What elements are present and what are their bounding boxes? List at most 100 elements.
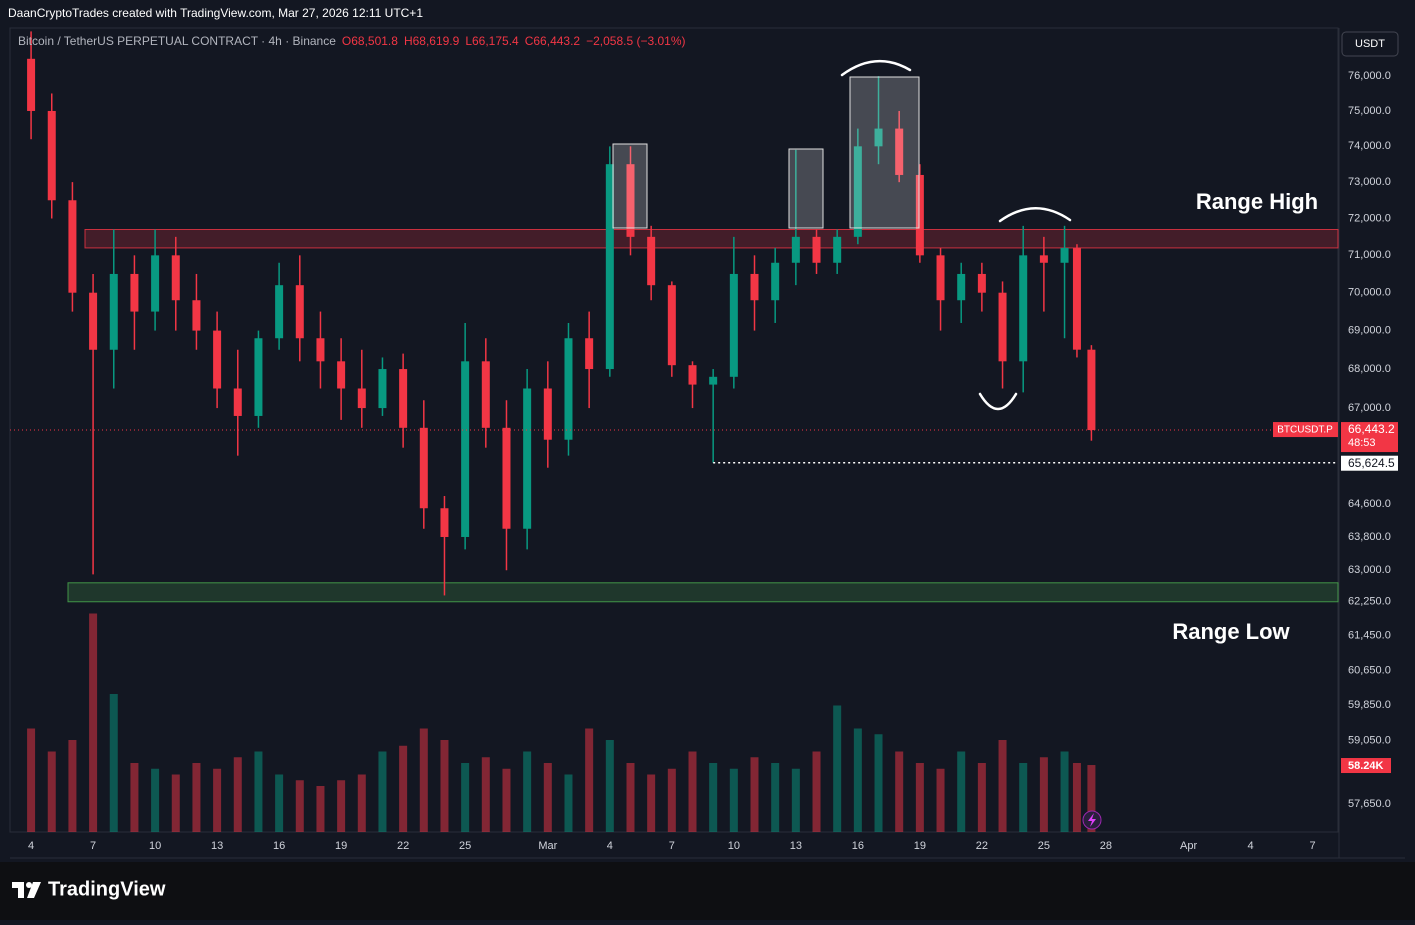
candle-body [833,236,842,263]
x-tick-label: 10 [149,840,161,852]
candle-body [316,338,325,362]
logo-mark [26,882,32,888]
volume-bar [151,768,160,832]
legend-low: L66,175.4 [465,34,519,48]
level-tag-text: 65,624.5 [1348,456,1395,470]
brand: TradingView [48,878,166,900]
candle-body [791,236,800,263]
candle-body [605,164,614,370]
currency[interactable]: USDT [1355,38,1385,50]
x-tick-label: 10 [728,840,740,852]
candle-body [729,273,738,377]
logo-mark [12,882,24,898]
candle-body [109,273,118,350]
x-tick-label: 4 [28,840,34,852]
arc [998,207,1072,223]
highlight-boxes [612,76,920,229]
symbol-tag [1273,422,1338,438]
candle-body [89,292,98,350]
volume-bar [1072,763,1081,832]
y-tick-label: 72,000.0 [1348,212,1391,224]
candle-body [295,285,304,339]
candle-body [647,236,656,286]
volume-bar [130,763,139,832]
candle-body [337,361,346,389]
volume [27,613,1096,832]
candle-body [419,427,428,509]
volume-bar [1019,763,1028,832]
volume-bar [688,751,697,832]
volume-bar [647,774,656,832]
candles [27,31,1096,596]
footer-bar [0,862,1415,920]
legend-open: O68,501.8 [342,34,398,48]
y-tick-label: 59,050.0 [1348,735,1391,747]
y-tick-label: 63,000.0 [1348,564,1391,576]
attribution: DaanCryptoTrades created with TradingVie… [8,6,423,20]
volume-tag [1341,758,1391,774]
zones [67,228,1339,603]
candle-body [130,273,139,312]
y-tick-label: 57,650.0 [1348,798,1391,810]
y-tick-label: 63,800.0 [1348,531,1391,543]
candle-body [399,369,408,428]
volume-bar [936,768,945,832]
candle-body [1072,247,1081,350]
candle-body [771,262,780,301]
range-zone [67,582,1339,603]
volume-bar [316,786,325,832]
candle-body [667,285,676,366]
volume-bar [523,751,532,832]
x-tick-label: 13 [790,840,802,852]
candle-body [192,300,201,331]
candle-body [481,361,490,428]
symbol-tag-text: BTCUSDT.P [1277,425,1333,436]
candle-body [1039,255,1048,263]
zone-label: Range High [1196,189,1318,214]
y-tick-label: 59,850.0 [1348,699,1391,711]
y-tick-label: 70,000.0 [1348,287,1391,299]
currency-button[interactable] [1341,31,1399,57]
x-tick-label: 13 [211,840,223,852]
candle-body [915,174,924,256]
price-tag [1341,422,1398,453]
candle-body [213,330,222,389]
x-tick-label: 7 [669,840,675,852]
candle-body [812,236,821,263]
candle-body [564,338,573,440]
y-tick-label: 64,600.0 [1348,498,1391,510]
x-tick-label: 16 [273,840,285,852]
volume-bar [791,768,800,832]
arc [978,392,1018,411]
legend-high: H68,619.9 [404,34,460,48]
candle-body [461,361,470,537]
volume-bar [1039,757,1048,832]
x-tick-label: 25 [459,840,471,852]
candle-body [585,338,594,370]
x-tick-label: 4 [607,840,613,852]
volume-bar [874,734,883,832]
range-zone [84,228,1339,249]
x-tick-label: 16 [852,840,864,852]
legend-close: C66,443.2 [525,34,581,48]
candle-body [977,273,986,293]
legend-change: −2,058.5 (−3.01%) [586,34,685,48]
volume-bar [481,757,490,832]
volume-bar [709,763,718,832]
alert-bolt [1088,813,1096,827]
candle-body [957,273,966,301]
volume-bar [626,763,635,832]
candle-body [626,164,635,237]
candle-body [709,376,718,385]
candle-body [523,388,532,529]
volume-bar [998,740,1007,832]
volume-bar [957,751,966,832]
x-tick-label: 4 [1248,840,1254,852]
candle-body [68,200,77,293]
volume-bar [295,780,304,832]
y-tick-label: 75,000.0 [1348,105,1391,117]
labels: 76,000.0 75,000.0 74,000.0 73,000.0 72,000.0… [10,70,1398,852]
candle-body [254,338,263,416]
volume-bar [605,740,614,832]
